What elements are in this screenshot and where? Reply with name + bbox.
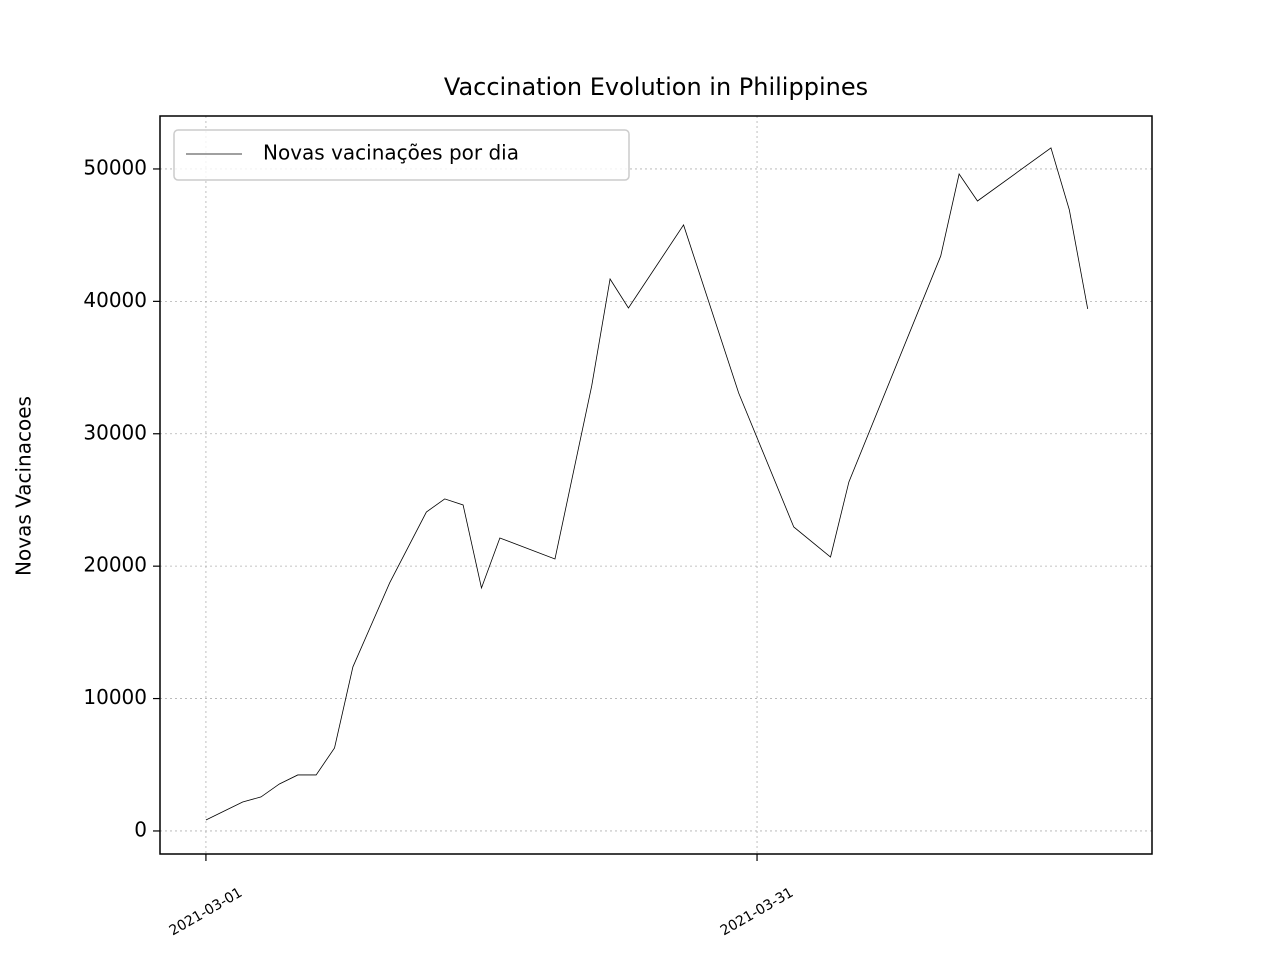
x-axis-label: Data xyxy=(632,959,680,960)
y-tick-label: 20000 xyxy=(83,553,147,577)
plot-frame xyxy=(159,115,1153,855)
y-axis-label: Novas Vacinacoes xyxy=(12,396,36,576)
y-tick-label: 10000 xyxy=(83,685,147,709)
y-tick-label: 40000 xyxy=(83,288,147,312)
y-tick-label: 50000 xyxy=(83,155,147,179)
legend-box xyxy=(173,129,630,181)
chart-title: Vaccination Evolution in Philippines xyxy=(444,73,868,101)
data-line xyxy=(205,147,1089,821)
y-tick-label: 30000 xyxy=(83,420,147,444)
y-tick-label: 0 xyxy=(134,817,147,841)
legend-label: Novas vacinações por dia xyxy=(263,141,519,165)
